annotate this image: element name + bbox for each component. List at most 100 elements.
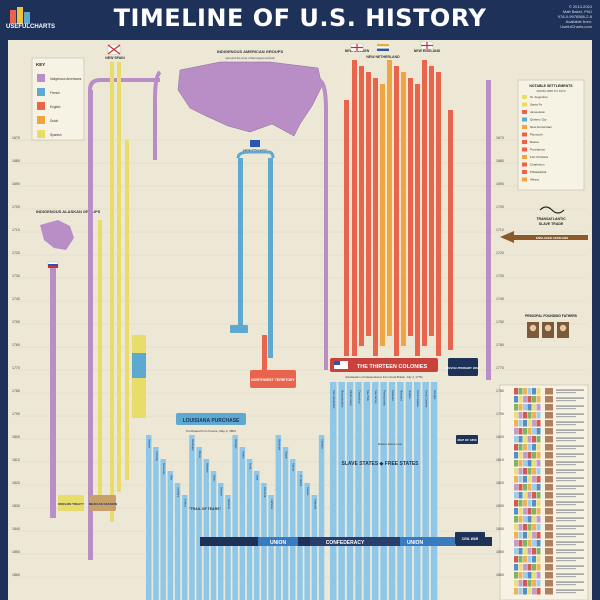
table-text-line	[556, 488, 576, 490]
indigenous-branch	[88, 78, 160, 91]
state-column	[405, 382, 413, 600]
chain-icon	[539, 206, 565, 214]
state-name: Arkansas	[227, 499, 230, 510]
header-bar: USEFULCHARTS TIMELINE OF U.S. HISTORY © …	[0, 0, 600, 40]
table-cell	[514, 428, 518, 435]
year-label: 1730	[496, 274, 504, 278]
table-text-line	[556, 512, 576, 514]
table-cell	[514, 572, 518, 579]
table-cell	[532, 420, 536, 427]
credits-block: © 2013-2024 Matt Baker, PhD 978-0-997858…	[512, 4, 592, 29]
transatlantic-label: TRANSATLANTIC	[536, 217, 566, 221]
settlement-swatch	[522, 170, 527, 174]
colony-name: Virginia	[408, 390, 412, 399]
year-label: 1790	[496, 412, 504, 416]
table-cell	[518, 572, 523, 579]
portrait-face	[559, 324, 567, 332]
table-text-line	[556, 400, 576, 402]
slave-trade-label: SLAVE TRADE	[539, 222, 564, 226]
table-text-line	[556, 448, 576, 450]
state-column	[254, 471, 260, 600]
us-flag-icon	[334, 361, 348, 369]
state-column	[355, 382, 362, 600]
year-label: 1710	[12, 228, 20, 232]
year-label: 1670	[12, 136, 20, 140]
key-swatch	[37, 88, 45, 96]
state-column	[346, 382, 354, 600]
settlement-swatch	[522, 132, 527, 137]
revolutionary-war-label: REVOLUTIONARY WAR	[446, 366, 481, 370]
table-cell	[527, 444, 532, 451]
table-cell	[527, 428, 532, 435]
table-cell	[514, 420, 518, 427]
settlement-swatch	[522, 140, 527, 144]
settlement-name: Quebec City	[530, 118, 547, 122]
table-cell	[518, 588, 523, 595]
state-name: Tennessee	[162, 463, 165, 475]
table-text-line	[556, 453, 584, 455]
table-text-line	[556, 440, 576, 442]
trail-of-tears-label: "TRAIL OF TEARS"	[189, 507, 222, 511]
table-text-line	[556, 496, 576, 498]
president-portrait	[545, 556, 553, 563]
state-column	[422, 382, 429, 600]
year-label: 1750	[12, 320, 20, 324]
state-columns: New Hampshire Massachusetts Rhode Island Co…	[146, 382, 438, 600]
table-cell	[527, 548, 532, 555]
colony-name: Delaware	[391, 390, 395, 402]
alaskan-groups-label: INDIGENOUS ALASKAN GROUPS	[36, 209, 101, 214]
table-cell	[536, 388, 541, 395]
state-name: Mississippi	[191, 439, 194, 451]
year-label: 1780	[496, 389, 504, 393]
slave-trade-arrow	[500, 231, 588, 243]
table-cell	[532, 460, 536, 467]
table-cell	[518, 556, 523, 563]
colony-name: South Carolina	[425, 390, 429, 408]
president-portrait	[545, 500, 553, 507]
president-portrait	[545, 532, 553, 539]
us-indigenous-map	[177, 61, 323, 137]
timeline-poster: KEY Indigenous Americans French English Dut…	[0, 40, 600, 600]
settlement-name: New Amsterdam	[530, 125, 553, 129]
state-column	[311, 495, 318, 600]
year-labels: 1670 1670 1680 1680 1690 1690 1700 1700 1710 1710…	[12, 136, 504, 577]
table-cell	[514, 580, 518, 587]
table-text-line	[556, 437, 584, 439]
table-text-line	[556, 432, 576, 434]
key-item-label: English	[50, 105, 61, 109]
table-cell	[527, 580, 532, 587]
colony-name: New Jersey	[374, 390, 378, 404]
table-cell	[523, 388, 527, 395]
table-cell	[536, 548, 541, 555]
settlements-subtitle: FROM 1565 TO 1670	[537, 89, 566, 93]
president-portrait	[545, 484, 553, 491]
table-cell	[518, 516, 523, 523]
year-label: 1770	[12, 366, 20, 370]
table-cell	[532, 452, 536, 459]
table-cell	[523, 540, 527, 547]
table-cell	[518, 420, 523, 427]
table-text-line	[556, 552, 576, 554]
table-cell	[527, 420, 532, 427]
year-label: 1760	[496, 343, 504, 347]
state-column	[282, 447, 289, 600]
founding-fathers-label: PRINCIPAL FOUNDING FATHERS	[525, 314, 578, 318]
table-cell	[514, 460, 518, 467]
year-label: 1790	[12, 412, 20, 416]
confederacy-label: CONFEDERACY	[326, 540, 365, 546]
louisiana-note: Purchased from France, May 2, 1803	[186, 429, 236, 433]
table-cell	[527, 436, 532, 443]
spanish-block	[132, 335, 146, 353]
table-cell	[536, 492, 541, 499]
russia-flag-stripe	[48, 266, 58, 268]
state-column	[268, 495, 274, 600]
table-cell	[518, 404, 523, 411]
colony-bar	[352, 60, 357, 356]
table-cell	[514, 532, 518, 539]
table-text-line	[556, 528, 576, 530]
state-name: California	[270, 499, 273, 510]
table-cell	[527, 500, 532, 507]
credit-line: Available from:	[565, 19, 592, 24]
table-text-line	[556, 536, 576, 538]
table-cell	[536, 532, 541, 539]
